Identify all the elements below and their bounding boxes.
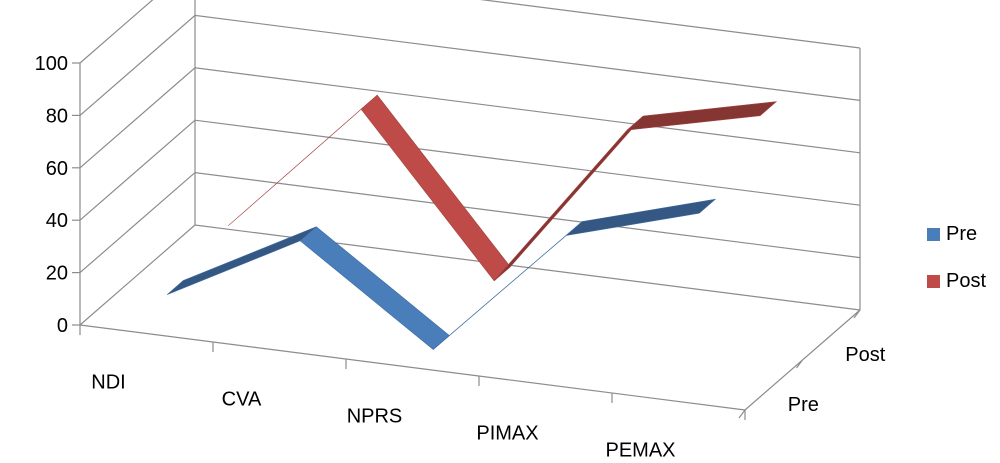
depth-tick-label: Pre [788, 394, 819, 416]
depth-tick-mark [738, 409, 746, 419]
ribbon-segment [626, 101, 778, 131]
ribbon-segment [565, 198, 717, 236]
ribbon-segment [227, 94, 378, 227]
legend-swatch-post [927, 275, 940, 288]
gridline [79, 119, 861, 221]
depth-axis: Pre Post [738, 309, 886, 419]
legend-swatch-pre [927, 228, 940, 241]
y-tick-label: 80 [46, 105, 68, 127]
depth-tick-mark [796, 359, 803, 369]
legend-label-post: Post [946, 270, 986, 292]
legend: Pre Post [927, 223, 986, 292]
y-tick-label: 20 [46, 263, 68, 285]
gridline [79, 14, 861, 116]
depth-tick-mark [853, 309, 861, 319]
y-tick-label: 0 [57, 315, 68, 337]
grid [79, 0, 861, 411]
ribbon-segment [493, 115, 644, 282]
series-pre [167, 198, 717, 350]
legend-label-pre: Pre [946, 223, 977, 245]
series-layer [167, 94, 778, 350]
x-tick-label: PEMAX [605, 440, 675, 462]
x-tick-label: PIMAX [476, 423, 538, 445]
y-axis-ticks: 0 20 40 60 80 100 [35, 53, 80, 337]
depth-tick-label: Post [845, 344, 885, 366]
x-tick-label: NPRS [347, 406, 403, 428]
ribbon-segment [299, 226, 450, 350]
ribbon-segment [433, 221, 583, 350]
y-tick-label: 40 [46, 210, 68, 232]
ribbon-segment [360, 94, 511, 282]
y-tick-label: 60 [46, 158, 68, 180]
x-axis-ticks: NDI CVA NPRS PIMAX PEMAX [79, 325, 746, 462]
ribbon-segment [167, 226, 317, 295]
y-tick-label: 100 [35, 53, 68, 75]
x-tick-label: CVA [222, 389, 262, 411]
gridline [79, 0, 861, 64]
x-tick-label: NDI [91, 372, 125, 394]
x-axis-line [79, 324, 746, 411]
series-post [227, 94, 778, 282]
